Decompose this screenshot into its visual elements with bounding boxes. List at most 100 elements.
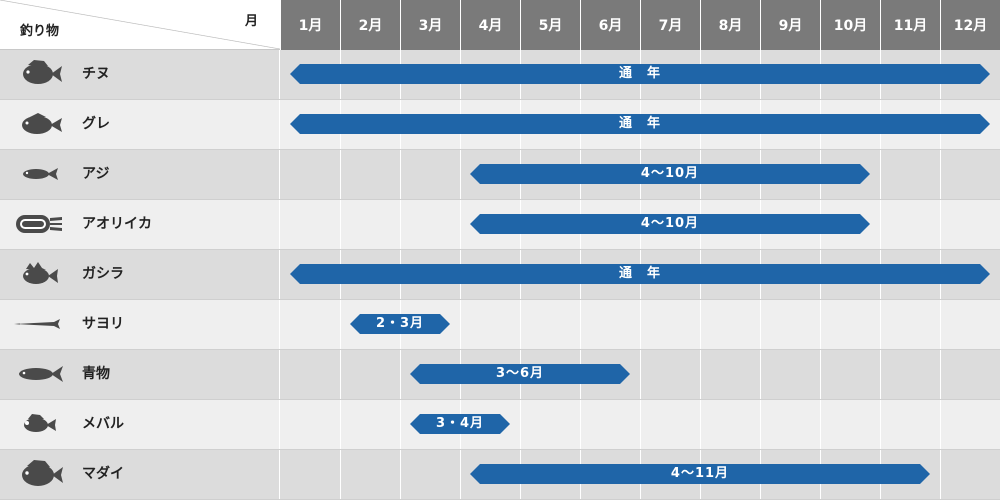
scorpionfish-icon <box>23 262 58 284</box>
fish-row: 青物 3～6月 <box>0 350 1000 400</box>
month-header-8: 8月 <box>700 0 760 50</box>
fish-label-cell: グレ <box>0 100 280 149</box>
grid-line <box>940 200 941 249</box>
grid-line <box>340 300 341 349</box>
grid-line <box>640 300 641 349</box>
fish-name: アオリイカ <box>82 216 152 232</box>
rockfish-icon <box>24 414 56 432</box>
grid-line <box>700 350 701 399</box>
month-header-11: 11月 <box>880 0 940 50</box>
fish-row: メバル 3・4月 <box>0 400 1000 450</box>
month-header-1: 1月 <box>280 0 340 50</box>
grid-line <box>700 300 701 349</box>
season-arrow <box>470 164 870 184</box>
grid-line <box>640 350 641 399</box>
grid-line <box>880 400 881 449</box>
month-header-3: 3月 <box>400 0 460 50</box>
grid-line <box>340 400 341 449</box>
fish-name: マダイ <box>82 466 124 482</box>
month-header-10: 10月 <box>820 0 880 50</box>
month-axis-label: 月 <box>244 14 258 29</box>
fish-label-cell: 青物 <box>0 350 280 399</box>
month-header-2: 2月 <box>340 0 400 50</box>
grid-line <box>880 200 881 249</box>
halfbeak-icon <box>14 319 60 329</box>
season-bar: 2・3月 <box>350 314 450 334</box>
blackfish-icon <box>22 113 62 134</box>
grid-line <box>460 150 461 199</box>
grid-line <box>340 450 341 499</box>
grid-line <box>940 450 941 499</box>
season-bar: 4～11月 <box>470 464 930 484</box>
fish-label-cell: チヌ <box>0 50 280 99</box>
month-header-9: 9月 <box>760 0 820 50</box>
fish-row: ガシラ 通 年 <box>0 250 1000 300</box>
item-axis-label: 釣り物 <box>20 24 60 39</box>
grid-line <box>340 350 341 399</box>
grid-line <box>760 400 761 449</box>
grid-line <box>340 150 341 199</box>
grid-line <box>820 400 821 449</box>
fish-row: サヨリ 2・3月 <box>0 300 1000 350</box>
grid-line <box>760 350 761 399</box>
grid-line <box>700 400 701 449</box>
grid-line <box>460 200 461 249</box>
season-arrow <box>290 264 990 284</box>
fish-name: チヌ <box>82 66 110 82</box>
season-bar: 通 年 <box>290 264 990 284</box>
season-arrow <box>290 64 990 84</box>
fish-label-cell: ガシラ <box>0 250 280 299</box>
season-bar: 4～10月 <box>470 214 870 234</box>
season-bar: 4～10月 <box>470 164 870 184</box>
grid-line <box>580 300 581 349</box>
fish-label-cell: アオリイカ <box>0 200 280 249</box>
fish-label-cell: サヨリ <box>0 300 280 349</box>
month-header-4: 4月 <box>460 0 520 50</box>
horse-mackerel-icon <box>23 168 58 180</box>
grid-line <box>400 450 401 499</box>
season-arrow <box>290 114 990 134</box>
season-bar: 通 年 <box>290 114 990 134</box>
fish-name: ガシラ <box>82 266 124 282</box>
fish-row: マダイ 4～11月 <box>0 450 1000 500</box>
grid-line <box>640 400 641 449</box>
season-arrow <box>350 314 450 334</box>
month-header-12: 12月 <box>940 0 1000 50</box>
season-arrow <box>470 464 930 484</box>
season-arrow <box>410 364 630 384</box>
fish-row: チヌ 通 年 <box>0 50 1000 100</box>
grid-line <box>880 300 881 349</box>
fish-row: アオリイカ 4～10月 <box>0 200 1000 250</box>
grid-line <box>820 300 821 349</box>
month-header-7: 7月 <box>640 0 700 50</box>
fish-name: 青物 <box>82 366 110 382</box>
season-bar: 3・4月 <box>410 414 510 434</box>
fish-label-cell: アジ <box>0 150 280 199</box>
grid-line <box>400 350 401 399</box>
grid-line <box>940 400 941 449</box>
header-corner: 月 釣り物 <box>0 0 280 50</box>
fish-name: サヨリ <box>82 316 124 332</box>
season-bar: 3～6月 <box>410 364 630 384</box>
fish-name: グレ <box>82 116 110 132</box>
fish-row: グレ 通 年 <box>0 100 1000 150</box>
grid-line <box>460 450 461 499</box>
grid-line <box>400 150 401 199</box>
grid-line <box>520 300 521 349</box>
grid-line <box>940 150 941 199</box>
red-sea-bream-icon <box>22 460 63 486</box>
grid-line <box>760 300 761 349</box>
season-bar: 通 年 <box>290 64 990 84</box>
grid-line <box>400 200 401 249</box>
grid-line <box>940 350 941 399</box>
grid-line <box>940 300 941 349</box>
grid-line <box>460 300 461 349</box>
grid-line <box>580 400 581 449</box>
month-header-5: 5月 <box>520 0 580 50</box>
season-arrow <box>410 414 510 434</box>
grid-line <box>400 400 401 449</box>
fish-row: アジ 4～10月 <box>0 150 1000 200</box>
grid-line <box>880 150 881 199</box>
fish-label-cell: マダイ <box>0 450 280 499</box>
grid-line <box>880 350 881 399</box>
